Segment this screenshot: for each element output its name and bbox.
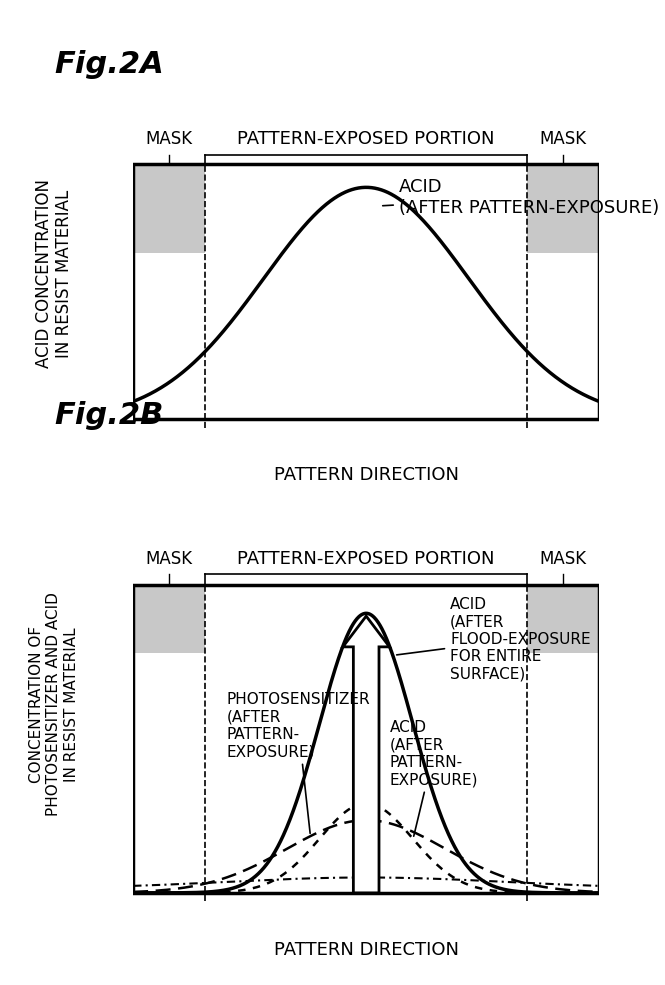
Bar: [526, 254, 598, 420]
Text: PHOTOSENSITIZER
(AFTER
PATTERN-
EXPOSURE): PHOTOSENSITIZER (AFTER PATTERN- EXPOSURE…: [226, 691, 370, 833]
Text: MASK: MASK: [539, 130, 586, 149]
Text: ACID CONCENTRATION
IN RESIST MATERIAL: ACID CONCENTRATION IN RESIST MATERIAL: [35, 179, 73, 367]
Bar: [526, 653, 598, 892]
FancyArrow shape: [342, 617, 389, 892]
Bar: [133, 585, 205, 653]
Text: CONCENTRATION OF
PHOTOSENSITIZER AND ACID
IN RESIST MATERIAL: CONCENTRATION OF PHOTOSENSITIZER AND ACI…: [29, 592, 78, 817]
Bar: [133, 585, 598, 892]
Text: MASK: MASK: [146, 550, 193, 567]
Bar: [526, 585, 598, 653]
Bar: [133, 653, 205, 892]
Bar: [133, 164, 205, 254]
Text: Fig.2B: Fig.2B: [54, 401, 163, 429]
Bar: [133, 254, 205, 420]
Text: Fig.2A: Fig.2A: [54, 50, 164, 79]
Text: PATTERN-EXPOSED PORTION: PATTERN-EXPOSED PORTION: [237, 550, 494, 567]
Text: PATTERN DIRECTION: PATTERN DIRECTION: [273, 466, 458, 484]
Text: MASK: MASK: [146, 130, 193, 149]
Text: PATTERN DIRECTION: PATTERN DIRECTION: [273, 941, 458, 958]
Text: PATTERN-EXPOSED PORTION: PATTERN-EXPOSED PORTION: [237, 130, 494, 149]
Text: MASK: MASK: [539, 550, 586, 567]
Text: ACID
(AFTER
FLOOD-EXPOSURE
FOR ENTIRE
SURFACE): ACID (AFTER FLOOD-EXPOSURE FOR ENTIRE SU…: [396, 597, 590, 682]
Text: ACID
(AFTER
PATTERN-
EXPOSURE): ACID (AFTER PATTERN- EXPOSURE): [389, 720, 477, 836]
Text: ACID
(AFTER PATTERN-EXPOSURE): ACID (AFTER PATTERN-EXPOSURE): [382, 178, 658, 217]
Bar: [526, 164, 598, 254]
Bar: [133, 164, 598, 420]
